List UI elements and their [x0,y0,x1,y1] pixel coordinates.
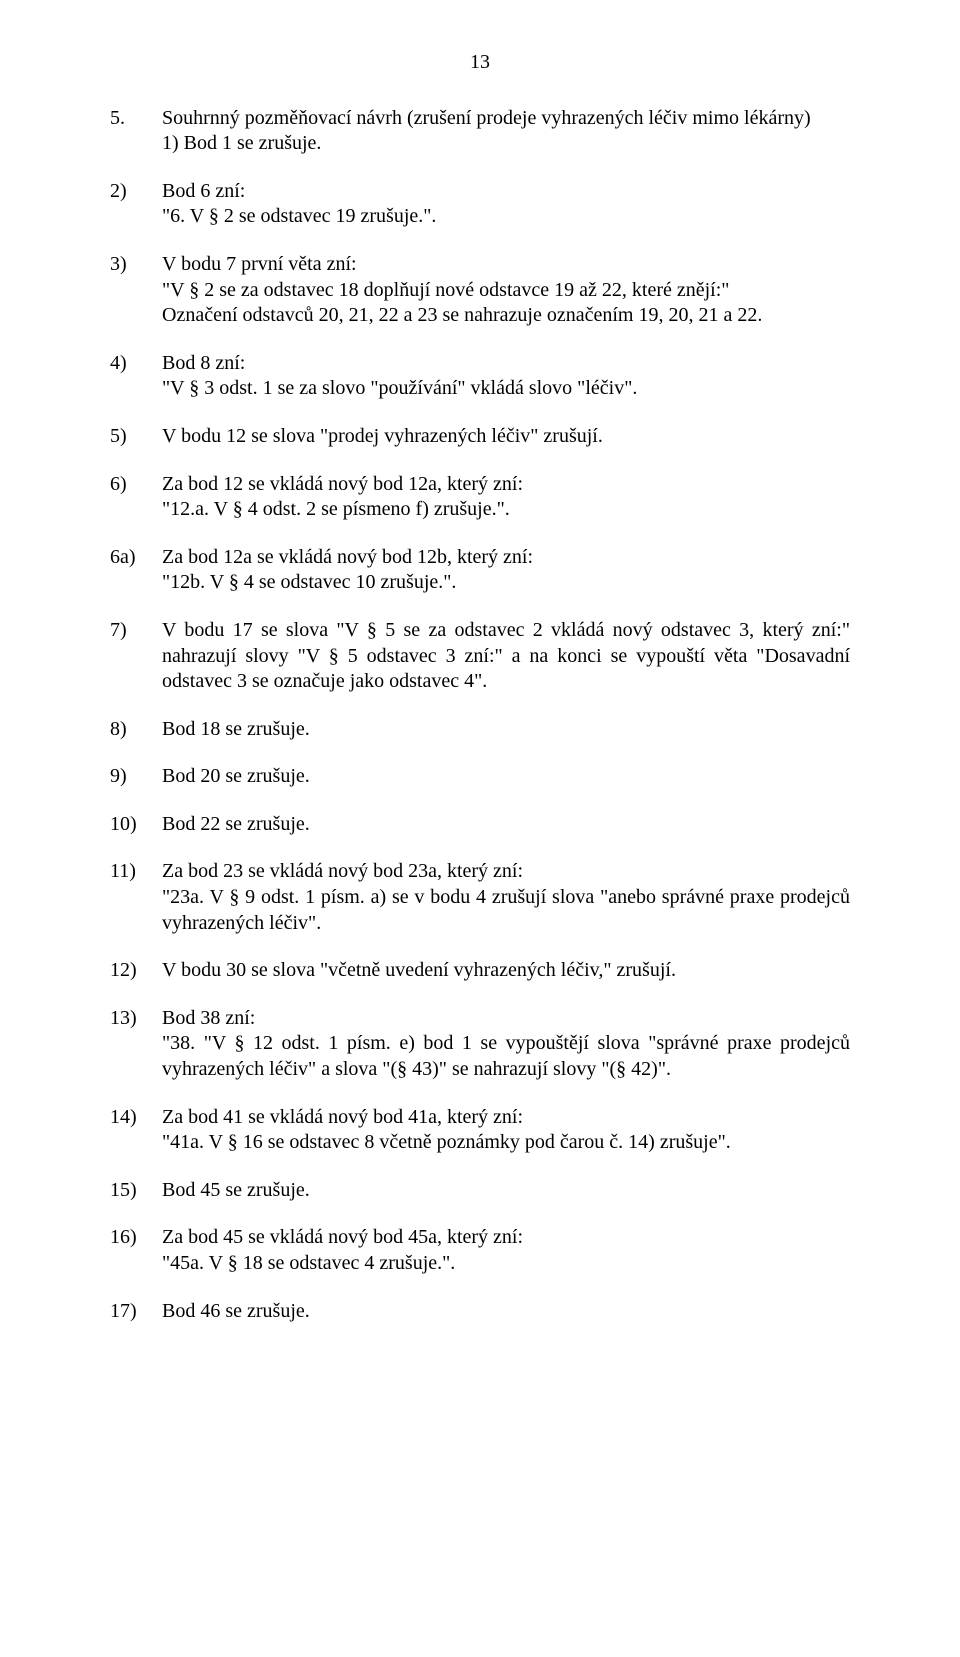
item-continuation: "41a. V § 16 se odstavec 8 včetně poznám… [110,1130,850,1156]
item-number: 7) [110,618,162,644]
list-item: 8)Bod 18 se zrušuje. [110,717,850,743]
item-continuation: "6. V § 2 se odstavec 19 zrušuje.". [110,204,850,230]
item-number: 11) [110,859,162,885]
item-number: 13) [110,1006,162,1032]
item-continuation: "23a. V § 9 odst. 1 písm. a) se v bodu 4… [110,885,850,936]
item-text: Za bod 12a se vkládá nový bod 12b, který… [162,546,533,568]
list-item: 16)Za bod 45 se vkládá nový bod 45a, kte… [110,1225,850,1251]
item-text: Bod 6 zní: [162,180,245,202]
section-number: 5. [110,106,162,132]
list-item: 4)Bod 8 zní: [110,351,850,377]
item-continuation: "45a. V § 18 se odstavec 4 zrušuje.". [110,1251,850,1277]
item-text: V bodu 12 se slova "prodej vyhrazených l… [162,425,603,447]
item-number: 16) [110,1225,162,1251]
item-number: 5) [110,424,162,450]
item-number: 4) [110,351,162,377]
item-text: Bod 20 se zrušuje. [162,765,310,787]
list-item: 14)Za bod 41 se vkládá nový bod 41a, kte… [110,1105,850,1131]
item-text: Za bod 12 se vkládá nový bod 12a, který … [162,473,523,495]
item-text: Bod 22 se zrušuje. [162,813,310,835]
item-number: 12) [110,958,162,984]
item-text: Za bod 41 se vkládá nový bod 41a, který … [162,1106,523,1128]
item-number: 10) [110,812,162,838]
item-text: V bodu 30 se slova "včetně uvedení vyhra… [162,959,676,981]
item-continuation: "12b. V § 4 se odstavec 10 zrušuje.". [110,570,850,596]
item-continuation: "V § 2 se za odstavec 18 doplňují nové o… [110,278,850,304]
item-number: 17) [110,1299,162,1325]
document-page: 13 5.Souhrnný pozměňovací návrh (zrušení… [0,0,960,1657]
item-text: Za bod 45 se vkládá nový bod 45a, který … [162,1226,523,1248]
list-item: 15)Bod 45 se zrušuje. [110,1178,850,1204]
list-item: 9)Bod 20 se zrušuje. [110,764,850,790]
item-continuation: "38. "V § 12 odst. 1 písm. e) bod 1 se v… [110,1031,850,1082]
list-item: 5)V bodu 12 se slova "prodej vyhrazených… [110,424,850,450]
section-heading: 5.Souhrnný pozměňovací návrh (zrušení pr… [110,106,850,132]
section-intro: 1) Bod 1 se zrušuje. [110,131,850,157]
list-item: 10)Bod 22 se zrušuje. [110,812,850,838]
item-continuation: Označení odstavců 20, 21, 22 a 23 se nah… [110,303,850,329]
item-text: Bod 38 zní: [162,1007,255,1029]
item-number: 2) [110,179,162,205]
item-text: Bod 45 se zrušuje. [162,1179,310,1201]
item-number: 15) [110,1178,162,1204]
item-text: Bod 18 se zrušuje. [162,718,310,740]
item-text: V bodu 17 se slova "V § 5 se za odstavec… [162,619,850,692]
item-number: 9) [110,764,162,790]
list-item: 6a)Za bod 12a se vkládá nový bod 12b, kt… [110,545,850,571]
list-item: 13)Bod 38 zní: [110,1006,850,1032]
item-text: Za bod 23 se vkládá nový bod 23a, který … [162,860,523,882]
list-item: 11)Za bod 23 se vkládá nový bod 23a, kte… [110,859,850,885]
item-number: 14) [110,1105,162,1131]
item-text: Bod 46 se zrušuje. [162,1300,310,1322]
list-item: 12)V bodu 30 se slova "včetně uvedení vy… [110,958,850,984]
item-number: 3) [110,252,162,278]
item-text: Bod 8 zní: [162,352,245,374]
item-text: V bodu 7 první věta zní: [162,253,357,275]
item-number: 8) [110,717,162,743]
item-continuation: "V § 3 odst. 1 se za slovo "používání" v… [110,376,850,402]
list-item: 2)Bod 6 zní: [110,179,850,205]
list-item: 17)Bod 46 se zrušuje. [110,1299,850,1325]
item-continuation: "12.a. V § 4 odst. 2 se písmeno f) zrušu… [110,497,850,523]
item-number: 6a) [110,545,162,571]
item-number: 6) [110,472,162,498]
section-title: Souhrnný pozměňovací návrh (zrušení prod… [162,107,811,129]
list-item: 3)V bodu 7 první věta zní: [110,252,850,278]
list-item: 6)Za bod 12 se vkládá nový bod 12a, kter… [110,472,850,498]
page-number: 13 [110,50,850,76]
list-item: 7)V bodu 17 se slova "V § 5 se za odstav… [110,618,850,695]
